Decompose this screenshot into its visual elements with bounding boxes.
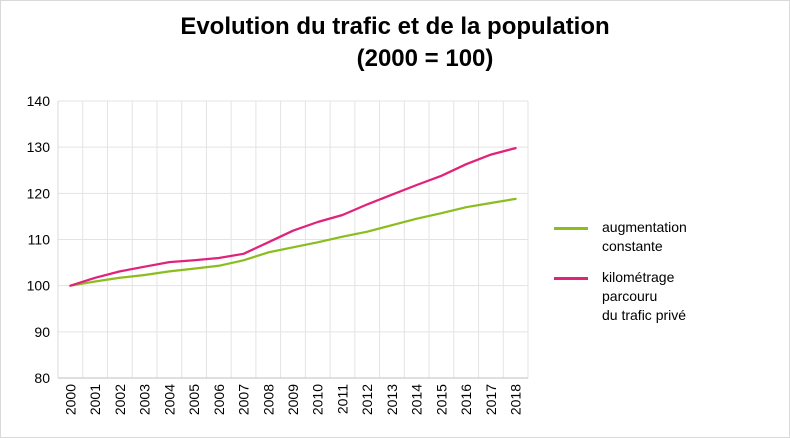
- chart-title-line-2: (2000 = 100): [356, 45, 494, 72]
- x-tick-label: 2001: [87, 384, 103, 415]
- x-tick-label: 2007: [236, 384, 252, 415]
- x-tick-label: 2006: [211, 384, 227, 415]
- x-tick-label: 2013: [384, 384, 400, 415]
- x-tick-label: 2005: [186, 384, 202, 415]
- x-tick-label: 2016: [458, 384, 474, 415]
- x-tick-label: 2015: [433, 384, 449, 415]
- x-tick-label: 2011: [334, 384, 350, 414]
- legend-swatch: [554, 227, 588, 230]
- y-tick-label: 110: [28, 232, 51, 248]
- y-tick-label: 130: [27, 139, 51, 155]
- x-tick-label: 2002: [112, 384, 128, 415]
- legend-swatch: [554, 277, 588, 280]
- x-tick-label: 2014: [409, 384, 425, 415]
- chart-title: Evolution du trafic et de la population …: [1, 11, 789, 75]
- y-tick-label: 120: [27, 185, 51, 201]
- y-tick-label: 100: [27, 278, 51, 294]
- tick-labels: 80 90 100 110 120 130 140 2000 2001 2002 2003 2004 2…: [27, 93, 524, 415]
- x-tick-label: 2008: [260, 384, 276, 415]
- y-tick-label: 80: [34, 370, 50, 386]
- x-tick-label: 2018: [508, 384, 524, 415]
- axes: [57, 101, 528, 379]
- legend-label: kilométrage parcouru du trafic privé: [602, 269, 687, 323]
- chart-title-line-1: Evolution du trafic et de la population: [180, 13, 610, 40]
- x-tick-label: 2010: [310, 384, 326, 415]
- series-line-2: [69, 146, 517, 287]
- x-tick-label: 2009: [285, 384, 301, 415]
- gridlines: [57, 100, 529, 379]
- x-tick-label: 2017: [483, 384, 499, 415]
- x-tick-label: 2000: [62, 384, 78, 415]
- y-tick-label: 90: [34, 324, 50, 340]
- x-tick-label: 2004: [161, 384, 177, 415]
- x-tick-label: 2003: [137, 384, 153, 415]
- legend-label: augmentation constante: [602, 219, 687, 254]
- series-line-1: [69, 197, 517, 287]
- x-tick-label: 2012: [359, 384, 375, 415]
- series-layer: [69, 146, 517, 287]
- y-tick-label: 140: [27, 93, 51, 109]
